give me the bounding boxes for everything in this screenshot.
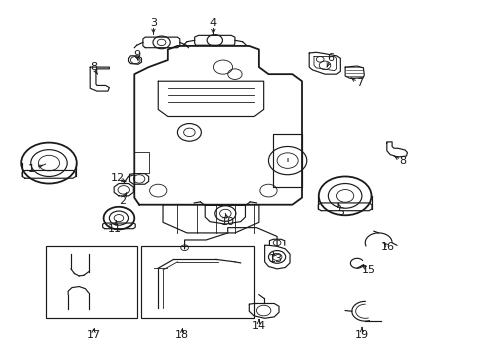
Text: 16: 16: [381, 242, 394, 252]
Text: 8: 8: [398, 156, 406, 166]
Text: 15: 15: [361, 265, 375, 275]
Text: 12: 12: [110, 173, 124, 183]
Text: 17: 17: [86, 329, 101, 339]
Text: 6: 6: [326, 53, 334, 63]
Bar: [141, 246, 254, 318]
Text: 3: 3: [150, 18, 157, 28]
Text: 5: 5: [336, 207, 343, 217]
Bar: [45, 246, 137, 318]
Text: 8: 8: [90, 62, 97, 72]
Text: 14: 14: [251, 321, 265, 332]
Text: 13: 13: [268, 255, 282, 264]
Text: II: II: [285, 158, 289, 163]
Text: 4: 4: [209, 18, 217, 28]
Text: 2: 2: [119, 196, 125, 206]
Text: 7: 7: [355, 78, 362, 88]
Text: 10: 10: [220, 217, 234, 227]
Text: 11: 11: [108, 224, 122, 234]
Text: 18: 18: [175, 329, 189, 339]
Text: 1: 1: [28, 165, 35, 174]
Text: 19: 19: [354, 329, 368, 339]
Text: 9: 9: [133, 50, 140, 60]
